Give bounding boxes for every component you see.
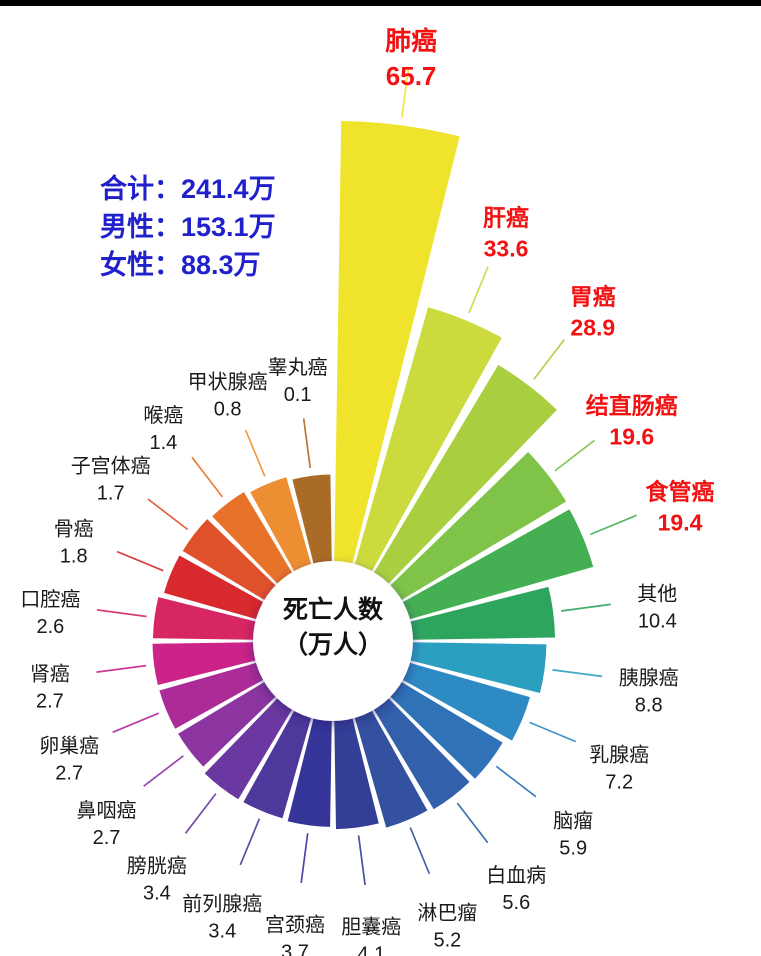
label-brain-tumor: 脑瘤 5.9 [553,809,593,859]
label-bladder-cancer: 膀胱癌 3.4 [127,855,187,905]
summary-male: 男性：153.1万 [100,212,276,242]
label-thyroid-cancer: 甲状腺癌 0.8 [188,371,268,421]
label-ovarian-cancer: 卵巢癌 2.7 [39,734,99,784]
leader-line-testicular-cancer [302,418,312,469]
top-border-bar [0,0,761,6]
leader-line-nasopharyngeal-cancer [143,755,184,787]
label-esophageal-cancer: 食管癌 19.4 [646,478,715,535]
leader-line-oral-cancer [96,609,147,618]
label-colorectal-cancer: 结直肠癌 19.6 [586,393,678,450]
label-testicular-cancer: 睾丸癌 0.1 [268,356,328,406]
summary-totals: 合计：241.4万 男性：153.1万 女性：88.3万 [100,170,276,284]
label-breast-cancer: 乳腺癌 7.2 [589,744,649,794]
leader-line-leukemia [456,802,489,844]
leader-line-breast-cancer [529,721,577,743]
leader-line-other [560,603,611,612]
label-leukemia: 白血病 5.6 [486,864,546,914]
center-label: 死亡人数 （万人） [223,593,443,663]
label-lymphoma: 淋巴瘤 5.2 [417,901,477,951]
label-bone-cancer: 骨癌 1.8 [54,518,94,568]
leader-line-lung-cancer [401,67,410,118]
center-label-line1: 死亡人数 [282,596,383,624]
label-liver-cancer: 肝癌 33.6 [483,204,529,261]
leader-line-brain-tumor [495,765,537,798]
label-stomach-cancer: 胃癌 28.9 [570,283,616,340]
leader-line-thyroid-cancer [244,429,266,477]
leader-line-laryngeal-cancer [191,456,224,498]
center-circle [253,561,413,721]
wedge-stomach-cancer [333,364,557,641]
wedge-labels-group: 肺癌 65.7 肝癌 33.6 胃癌 28.9 结直肠癌 19.6 食管癌 19.4 其他 10.4 胰… [20,26,714,956]
leader-line-bone-cancer [116,550,164,572]
leader-line-uterine-cancer [147,498,189,531]
leader-line-ovarian-cancer [112,712,160,734]
center-label-line2: （万人） [282,631,383,659]
label-kidney-cancer: 肾癌 2.7 [30,662,70,712]
leader-line-colorectal-cancer [554,439,596,472]
leader-line-lymphoma [409,827,431,875]
leader-line-cervical-cancer [300,833,309,884]
summary-total: 合计：241.4万 [100,174,276,204]
wedge-lung-cancer [333,120,460,641]
leader-lines-group [96,67,637,886]
label-oral-cancer: 口腔癌 2.6 [20,588,80,638]
label-nasopharyngeal-cancer: 鼻咽癌 2.7 [77,799,137,849]
label-other: 其他 10.4 [637,582,677,632]
leader-line-kidney-cancer [96,664,147,673]
label-prostate-cancer: 前列腺癌 3.4 [182,892,262,942]
leader-line-bladder-cancer [184,793,217,834]
label-cervical-cancer: 宫颈癌 3.7 [265,914,325,956]
label-gallbladder-cancer: 胆囊癌 4.1 [341,916,401,956]
leader-line-liver-cancer [468,266,489,314]
leader-line-prostate-cancer [239,818,261,866]
leader-line-gallbladder-cancer [357,835,366,886]
label-lung-cancer: 肺癌 65.7 [385,26,437,91]
leader-line-stomach-cancer [533,339,565,380]
label-pancreatic-cancer: 胰腺癌 8.8 [619,667,679,717]
label-uterine-cancer: 子宫体癌 1.7 [71,454,151,504]
leader-line-esophageal-cancer [590,514,637,536]
summary-female: 女性：88.3万 [100,250,261,280]
wedge-liver-cancer [333,307,502,641]
leader-line-pancreatic-cancer [552,669,603,678]
label-laryngeal-cancer: 喉癌 1.4 [143,404,183,454]
